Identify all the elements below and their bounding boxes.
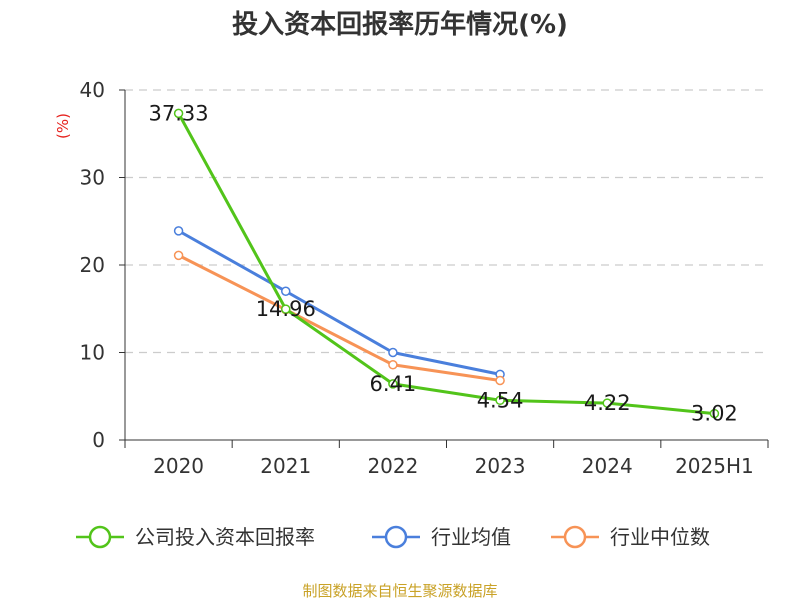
data-point [281,304,291,314]
series-line [177,112,715,416]
y-tick-label: 20 [80,253,105,277]
source-note: 制图数据来自恒生聚源数据库 [302,582,497,600]
data-point [495,375,505,386]
chart-title: 投入资本回报率历年情况(%) [232,9,568,40]
data-point [173,226,184,236]
y-tick-label: 0 [92,428,105,452]
x-tick-label: 2022 [367,454,418,478]
series-line [177,229,501,376]
series-layer [173,108,720,419]
legend-marker [563,525,587,549]
x-tick-label: 2024 [582,454,633,478]
x-tick-label: 2021 [260,454,311,478]
y-tick-label: 40 [80,78,105,102]
legend-label: 行业均值 [431,525,511,549]
legend-marker [88,525,112,549]
data-point [388,360,398,370]
legend: 公司投入资本回报率 行业均值 行业中位数 [76,525,710,549]
legend-label: 公司投入资本回报率 [135,525,315,549]
legend-marker [384,525,408,549]
data-point [495,395,505,406]
data-label: 4.54 [477,388,524,412]
axis-layer: 0 10 20 30 40 2020 2021 2022 2023 2024 2025H1 [80,78,769,478]
data-point [388,347,398,358]
data-point [709,408,720,419]
y-tick-label: 10 [80,341,105,365]
data-point [173,250,184,261]
data-point [602,398,612,408]
data-label: 37.33 [149,101,209,125]
x-tick-label: 2025H1 [675,454,754,478]
data-label: 4.22 [584,391,631,415]
x-tick-label: 2023 [475,454,526,478]
data-point [173,108,184,119]
series-line [177,254,501,382]
data-point [281,286,291,296]
data-label: 3.02 [691,402,738,426]
x-tick-label: 2020 [153,454,204,478]
data-point [388,379,398,389]
data-label: 6.41 [370,372,417,396]
legend-label: 行业中位数 [610,525,710,549]
grid-layer [125,89,768,354]
y-tick-label: 30 [80,166,105,190]
y-axis-unit: (%) [54,113,72,139]
data-label: 14.96 [256,297,316,321]
label-layer: 37.33 14.96 6.41 4.54 4.22 3.02 [149,101,738,425]
